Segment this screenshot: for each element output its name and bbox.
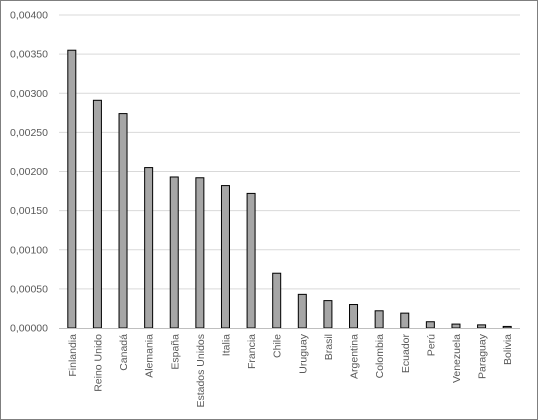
y-tick-label: 0,00000 xyxy=(10,323,48,335)
y-tick-label: 0,00200 xyxy=(10,166,48,178)
bar xyxy=(502,325,512,329)
bar xyxy=(220,185,230,329)
x-category-label: Brasil xyxy=(323,334,335,360)
y-axis-tick-labels: 0,00000 0,00050 0,00100 0,00150 0,00200 0,002… xyxy=(10,10,48,335)
y-tick-label: 0,00250 xyxy=(10,127,48,139)
bar xyxy=(425,321,435,329)
bar xyxy=(246,192,256,329)
bar xyxy=(400,312,410,329)
bar xyxy=(374,310,384,329)
bar xyxy=(451,323,461,329)
bar xyxy=(92,99,102,329)
bar xyxy=(195,177,205,329)
x-category-label: Estados Unidos xyxy=(195,334,207,408)
bar xyxy=(349,304,359,329)
bar xyxy=(67,49,77,329)
x-category-label: Colombia xyxy=(374,334,386,379)
gridlines xyxy=(59,14,520,290)
bar xyxy=(272,272,282,329)
bar xyxy=(118,113,128,329)
x-category-label: Paraguay xyxy=(477,333,489,379)
bar xyxy=(477,324,487,329)
x-category-label: Uruguay xyxy=(297,333,309,373)
x-axis-category-labels: Finlandia Reino Unido Canadá Alemania España… xyxy=(67,333,514,407)
y-tick-label: 0,00050 xyxy=(10,283,48,295)
x-category-label: Perú xyxy=(425,334,437,356)
x-category-label: Finlandia xyxy=(67,334,79,377)
bar xyxy=(169,176,179,329)
y-tick-label: 0,00400 xyxy=(10,10,48,22)
bar xyxy=(297,293,307,329)
y-tick-label: 0,00300 xyxy=(10,88,48,100)
bar xyxy=(144,167,154,329)
x-category-label: Ecuador xyxy=(400,333,412,373)
x-category-label: Bolivia xyxy=(502,334,514,365)
x-category-label: Argentina xyxy=(349,334,361,379)
y-tick-label: 0,00150 xyxy=(10,205,48,217)
x-category-label: Canadá xyxy=(118,334,130,371)
x-category-label: Venezuela xyxy=(451,334,463,383)
x-category-label: Italia xyxy=(220,334,232,356)
bar xyxy=(323,300,333,329)
y-tick-label: 0,00350 xyxy=(10,49,48,61)
x-category-label: Francia xyxy=(246,334,258,369)
x-category-label: Reino Unido xyxy=(92,334,104,392)
bars xyxy=(67,49,512,329)
x-category-label: España xyxy=(169,334,181,370)
x-category-label: Alemania xyxy=(144,334,156,378)
x-category-label: Chile xyxy=(272,334,284,358)
y-tick-label: 0,00100 xyxy=(10,244,48,256)
